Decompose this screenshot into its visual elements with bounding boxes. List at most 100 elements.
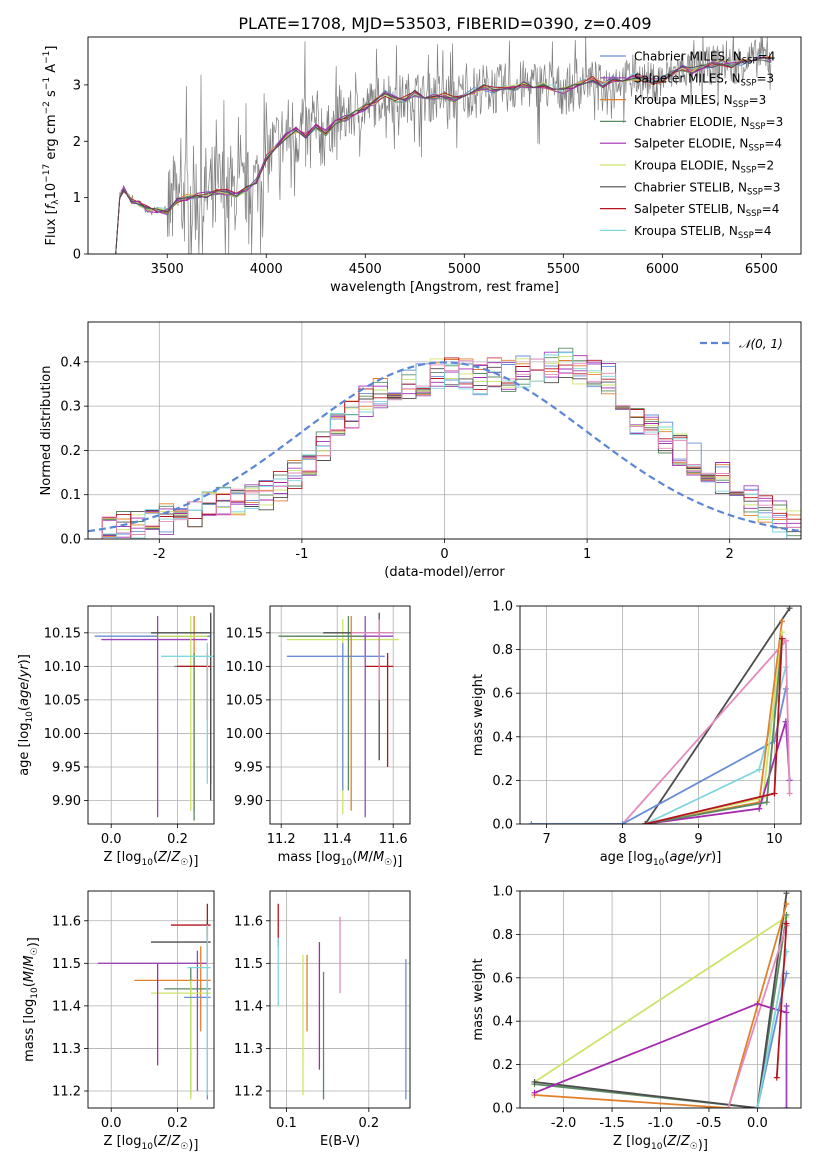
y-tick-label: 2: [73, 135, 81, 150]
y-tick-label: 0.3: [60, 400, 81, 415]
x-tick-label: 0: [440, 547, 448, 562]
axes-frame: [87, 36, 802, 255]
x-tick-label: 0.0: [101, 1116, 122, 1131]
histogram-kroupa_stelib: [88, 352, 801, 539]
weight-marker-kroupa_stelib: [754, 1105, 761, 1108]
weight-marker-salpeter_elodie: [531, 1089, 538, 1096]
plot-area-age_vs_mass: [270, 606, 410, 824]
y-axis-label: age [log10(age/yr)]: [17, 654, 35, 776]
y-tick-label: 9.90: [234, 794, 263, 809]
weight-marker-salpeter_miles: [783, 1105, 790, 1108]
y-tick-label: 9.90: [52, 794, 81, 809]
y-tick-label: 0.6: [492, 687, 513, 702]
y-tick-label: 0.1: [60, 488, 81, 503]
weight-marker-kroupa_miles: [783, 901, 790, 908]
y-tick-label: 0.6: [492, 971, 513, 986]
y-tick-label: 11.4: [234, 999, 263, 1014]
weight-line-chabrier_miles: [531, 688, 787, 824]
x-tick-label: 11.2: [267, 832, 296, 847]
weight-marker-pink: [782, 637, 789, 644]
model-line-chabrier_stelib: [115, 57, 772, 254]
plot-area-residuals: [88, 322, 801, 539]
plot-area-weight_vs_Z: [520, 891, 801, 1108]
plot-area-weight_vs_age: [520, 606, 801, 824]
weight-line-salpeter_stelib: [775, 923, 788, 1078]
y-tick-label: 11.5: [52, 957, 81, 972]
weight-line-pink: [784, 640, 791, 794]
y-tick-label: 10.00: [226, 727, 263, 742]
weight-marker-pink: [725, 1105, 732, 1108]
x-tick-label: 7: [542, 832, 550, 847]
x-tick-label: 3500: [151, 262, 184, 277]
x-axis-label: E(B-V): [320, 1134, 360, 1149]
y-tick-label: 0.8: [492, 643, 513, 658]
x-axis-label: Z [log10(Z/Z☉)]: [104, 850, 199, 869]
axes-weight_vs_Z: -2.0 -1.5 -1.0 -0.5 0.0 0.0 0.2 0.4 0.6 0.8 1.0 Z […: [471, 885, 802, 1153]
x-tick-label: 5000: [448, 262, 481, 277]
x-axis-label: Z [log10(Z/Z☉)]: [104, 1134, 199, 1153]
x-tick-label: 4000: [250, 262, 283, 277]
y-tick-label: 11.3: [52, 1042, 81, 1057]
y-axis-label: mass [log10(M/M☉)]: [22, 937, 41, 1062]
y-tick-label: 11.3: [234, 1042, 263, 1057]
y-tick-label: 0: [73, 248, 81, 263]
plot-area-spectrum: [115, 37, 772, 254]
weight-line-pink: [621, 640, 787, 824]
weight-line-pink: [727, 925, 788, 1108]
x-tick-label: 4500: [349, 262, 382, 277]
y-tick-label: 11.2: [234, 1084, 263, 1099]
x-tick-label: -2: [153, 547, 166, 562]
x-tick-label: 2: [726, 547, 734, 562]
legend-entry-chabrier_stelib: Chabrier STELIB, NSSP=3: [634, 180, 781, 197]
weight-line-chabrier_elodie: [534, 914, 788, 1108]
y-tick-label: 0.2: [60, 444, 81, 459]
x-tick-label: 0.2: [358, 1116, 379, 1131]
axes-frame: [269, 605, 411, 825]
model-line-salpeter_stelib: [115, 57, 772, 254]
weight-marker-chabrier_elodie: [763, 799, 770, 806]
x-tick-label: 6000: [646, 262, 679, 277]
legend-entry-kroupa_miles: Kroupa MILES, NSSP=3: [634, 93, 766, 110]
y-tick-label: 11.2: [52, 1084, 81, 1099]
y-tick-label: 0.4: [60, 355, 81, 370]
weight-line-kroupa_stelib: [756, 951, 788, 1108]
axes-frame: [269, 890, 411, 1109]
x-axis-label: age [log10(age/yr)]: [600, 850, 722, 868]
y-tick-label: 0.4: [492, 730, 513, 745]
plot-area-mass_vs_ebv: [270, 891, 410, 1108]
weight-marker-kroupa_miles: [779, 618, 786, 625]
x-tick-label: 6500: [745, 262, 778, 277]
weight-marker-chabrier_miles: [528, 821, 535, 824]
spectrum-legend: Chabrier MILES, NSSP=4 Salpeter MILES, NS…: [600, 50, 783, 241]
weight-marker-salpeter_stelib: [771, 790, 778, 797]
x-tick-label: 0.2: [167, 832, 188, 847]
x-axis-label: mass [log10(M/M☉)]: [278, 850, 403, 869]
weight-line-chabrier_stelib: [644, 607, 791, 824]
y-tick-label: 1.0: [492, 885, 513, 900]
weight-marker-chabrier_stelib: [531, 1078, 538, 1085]
x-tick-label: 0.2: [167, 1116, 188, 1131]
y-axis-label: Flux [fλ10−17 erg cm−2 s−1 A−1]: [42, 46, 61, 246]
weight-marker-pink: [786, 790, 793, 797]
y-tick-label: 10.15: [44, 626, 81, 641]
weight-marker-salpeter_elodie: [756, 805, 763, 812]
weight-marker-salpeter_miles: [783, 1003, 790, 1010]
weight-marker-kroupa_elodie: [779, 629, 786, 636]
x-axis-label: (data-model)/error: [384, 565, 505, 580]
y-tick-label: 3: [73, 78, 81, 93]
x-tick-label: 8: [618, 832, 626, 847]
weight-marker-salpeter_stelib: [773, 1074, 780, 1081]
legend-entry-chabrier_miles: Chabrier MILES, NSSP=4: [634, 50, 775, 67]
axes-age_vs_mass: 11.2 11.4 11.6 9.90 9.95 10.00 10.05 10.10 10.15…: [226, 605, 411, 869]
axes-residuals: -2 -1 0 1 2 0.0 0.1 0.2 0.3 0.4 𝒩(0, 1) (data-model…: [39, 321, 802, 580]
y-tick-label: 10.05: [44, 693, 81, 708]
y-tick-label: 0.2: [492, 1058, 513, 1073]
y-tick-label: 1: [73, 191, 81, 206]
legend-entry-normal: 𝒩(0, 1): [739, 337, 783, 351]
y-tick-label: 11.5: [234, 957, 263, 972]
spectrum-data-line: [115, 37, 772, 254]
weight-line-kroupa_miles: [534, 903, 788, 1108]
y-tick-label: 10.00: [44, 727, 81, 742]
y-tick-label: 0.8: [492, 928, 513, 943]
